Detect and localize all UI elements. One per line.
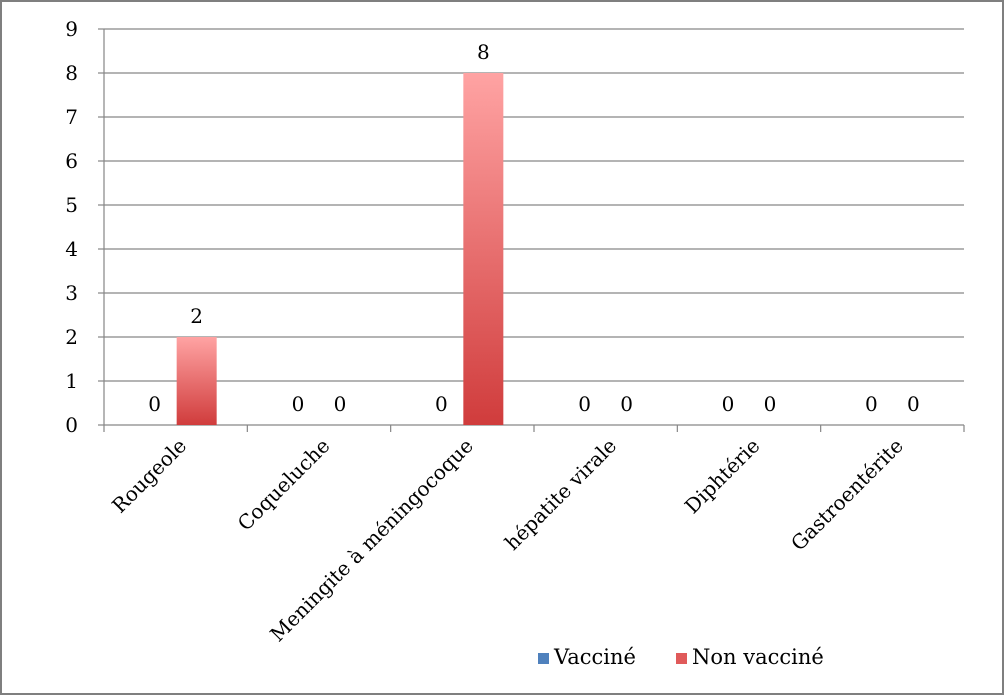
data-label: 0 [435, 392, 448, 416]
data-label: 0 [865, 392, 878, 416]
y-tick-label: 6 [65, 149, 78, 173]
category-label: Rougeole [107, 434, 191, 518]
legend-swatch [538, 653, 549, 664]
y-tick-label: 5 [65, 193, 78, 217]
y-tick-label: 8 [65, 61, 78, 85]
axes [98, 28, 965, 432]
data-label: 0 [578, 392, 591, 416]
data-label: 0 [334, 392, 347, 416]
category-label: Gastroentérite [786, 434, 908, 556]
bar-non-vaccine [176, 337, 217, 425]
gridlines [104, 28, 964, 382]
legend-swatch [676, 653, 687, 664]
y-tick-label: 1 [65, 369, 78, 393]
data-label: 0 [620, 392, 633, 416]
y-tick-labels: 0 1 2 3 4 5 6 7 8 9 [65, 17, 78, 437]
y-tick-label: 4 [65, 237, 78, 261]
data-label: 0 [722, 392, 735, 416]
y-tick-label: 9 [65, 17, 78, 41]
y-tick-label: 2 [65, 325, 78, 349]
legend: Vacciné Non vacciné [538, 645, 824, 669]
y-tick-label: 7 [65, 105, 78, 129]
category-label: Coqueluche [233, 434, 335, 536]
data-label: 2 [190, 304, 203, 328]
data-label: 8 [477, 40, 490, 64]
data-labels: 0 2 0 0 0 8 0 0 0 0 0 0 [148, 40, 919, 416]
legend-label: Vacciné [553, 645, 636, 669]
data-label: 0 [148, 392, 161, 416]
data-label: 0 [907, 392, 920, 416]
legend-label: Non vacciné [692, 645, 824, 669]
data-label: 0 [292, 392, 305, 416]
data-label: 0 [764, 392, 777, 416]
y-tick-label: 0 [65, 413, 78, 437]
bar-non-vaccine [463, 73, 504, 425]
category-label: hépatite virale [500, 434, 621, 555]
y-tick-label: 3 [65, 281, 78, 305]
bars [176, 73, 504, 425]
category-label: Diphtérie [680, 434, 765, 519]
